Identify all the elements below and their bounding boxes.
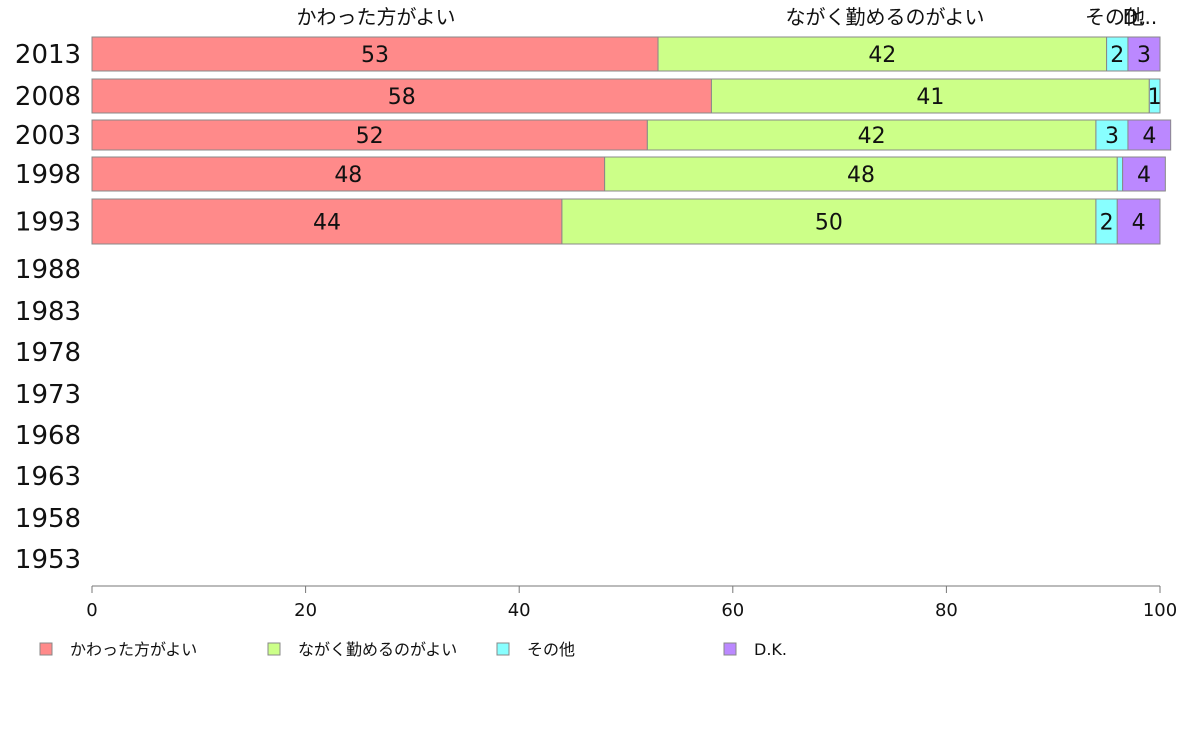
data-label: 41 xyxy=(916,85,944,110)
data-label: 3 xyxy=(1105,124,1119,149)
top-series-label: D... xyxy=(1123,5,1157,29)
bar-segment xyxy=(561,198,1097,245)
year-label: 1963 xyxy=(15,462,81,492)
legend-label: その他 xyxy=(527,640,575,659)
bar-segment xyxy=(1148,78,1161,114)
year-label: 1983 xyxy=(15,297,81,327)
bar-segment xyxy=(91,78,712,114)
x-tick-label: 20 xyxy=(294,600,317,621)
legend-swatch xyxy=(723,642,737,656)
data-label: 48 xyxy=(847,163,875,188)
year-label: 2013 xyxy=(15,40,81,70)
data-label: 44 xyxy=(313,211,341,236)
year-label: 1968 xyxy=(15,421,81,451)
data-label: 2 xyxy=(1100,211,1114,236)
data-label: 42 xyxy=(858,124,886,149)
year-label: 1988 xyxy=(15,255,81,285)
legend-label: かわった方がよい xyxy=(70,640,197,659)
x-tick-label: 80 xyxy=(935,600,958,621)
year-label: 1978 xyxy=(15,338,81,368)
data-label: 4 xyxy=(1137,163,1151,188)
data-label: 1 xyxy=(1148,85,1162,110)
legend-swatch xyxy=(496,642,510,656)
data-label: 53 xyxy=(361,43,389,68)
x-tick-label: 40 xyxy=(508,600,531,621)
bar-segment xyxy=(657,36,1108,72)
bar-segment xyxy=(91,198,563,245)
data-label: 58 xyxy=(388,85,416,110)
bar-segment xyxy=(1095,119,1129,151)
data-label: 50 xyxy=(815,211,843,236)
x-tick-label: 100 xyxy=(1143,600,1177,621)
bar-segment xyxy=(1116,198,1161,245)
x-tick-label: 0 xyxy=(86,600,97,621)
bar-segment xyxy=(1127,119,1172,151)
legend-label: ながく勤めるのがよい xyxy=(298,640,457,659)
bar-segment xyxy=(91,156,606,192)
year-label: 1973 xyxy=(15,380,81,410)
bar-segment xyxy=(646,119,1097,151)
bar-segment xyxy=(604,156,1118,192)
year-label: 1958 xyxy=(15,504,81,534)
year-label: 1953 xyxy=(15,545,81,575)
data-label: 4 xyxy=(1132,211,1146,236)
year-label: 2003 xyxy=(15,121,81,151)
bar-segment xyxy=(1127,36,1161,72)
legend-swatch xyxy=(267,642,281,656)
legend-swatch xyxy=(39,642,53,656)
data-label: 48 xyxy=(334,163,362,188)
top-series-label: ながく勤めるのがよい xyxy=(786,5,985,29)
x-tick-label: 60 xyxy=(721,600,744,621)
bar-segment xyxy=(1122,156,1166,192)
year-label: 1993 xyxy=(15,208,81,238)
year-label: 1998 xyxy=(15,160,81,190)
bar-segment xyxy=(710,78,1150,114)
data-label: 2 xyxy=(1110,43,1124,68)
bar-segment xyxy=(1116,156,1124,192)
data-label: 52 xyxy=(356,124,384,149)
bar-segment xyxy=(91,119,648,151)
data-label: 42 xyxy=(868,43,896,68)
year-label: 2008 xyxy=(15,82,81,112)
top-series-label: かわった方がよい xyxy=(297,5,456,29)
legend-label: D.K. xyxy=(754,640,787,659)
data-label: 3 xyxy=(1137,43,1151,68)
data-label: 4 xyxy=(1142,124,1156,149)
bar-segment xyxy=(91,36,659,72)
top-series-label: その他 xyxy=(1085,5,1145,29)
